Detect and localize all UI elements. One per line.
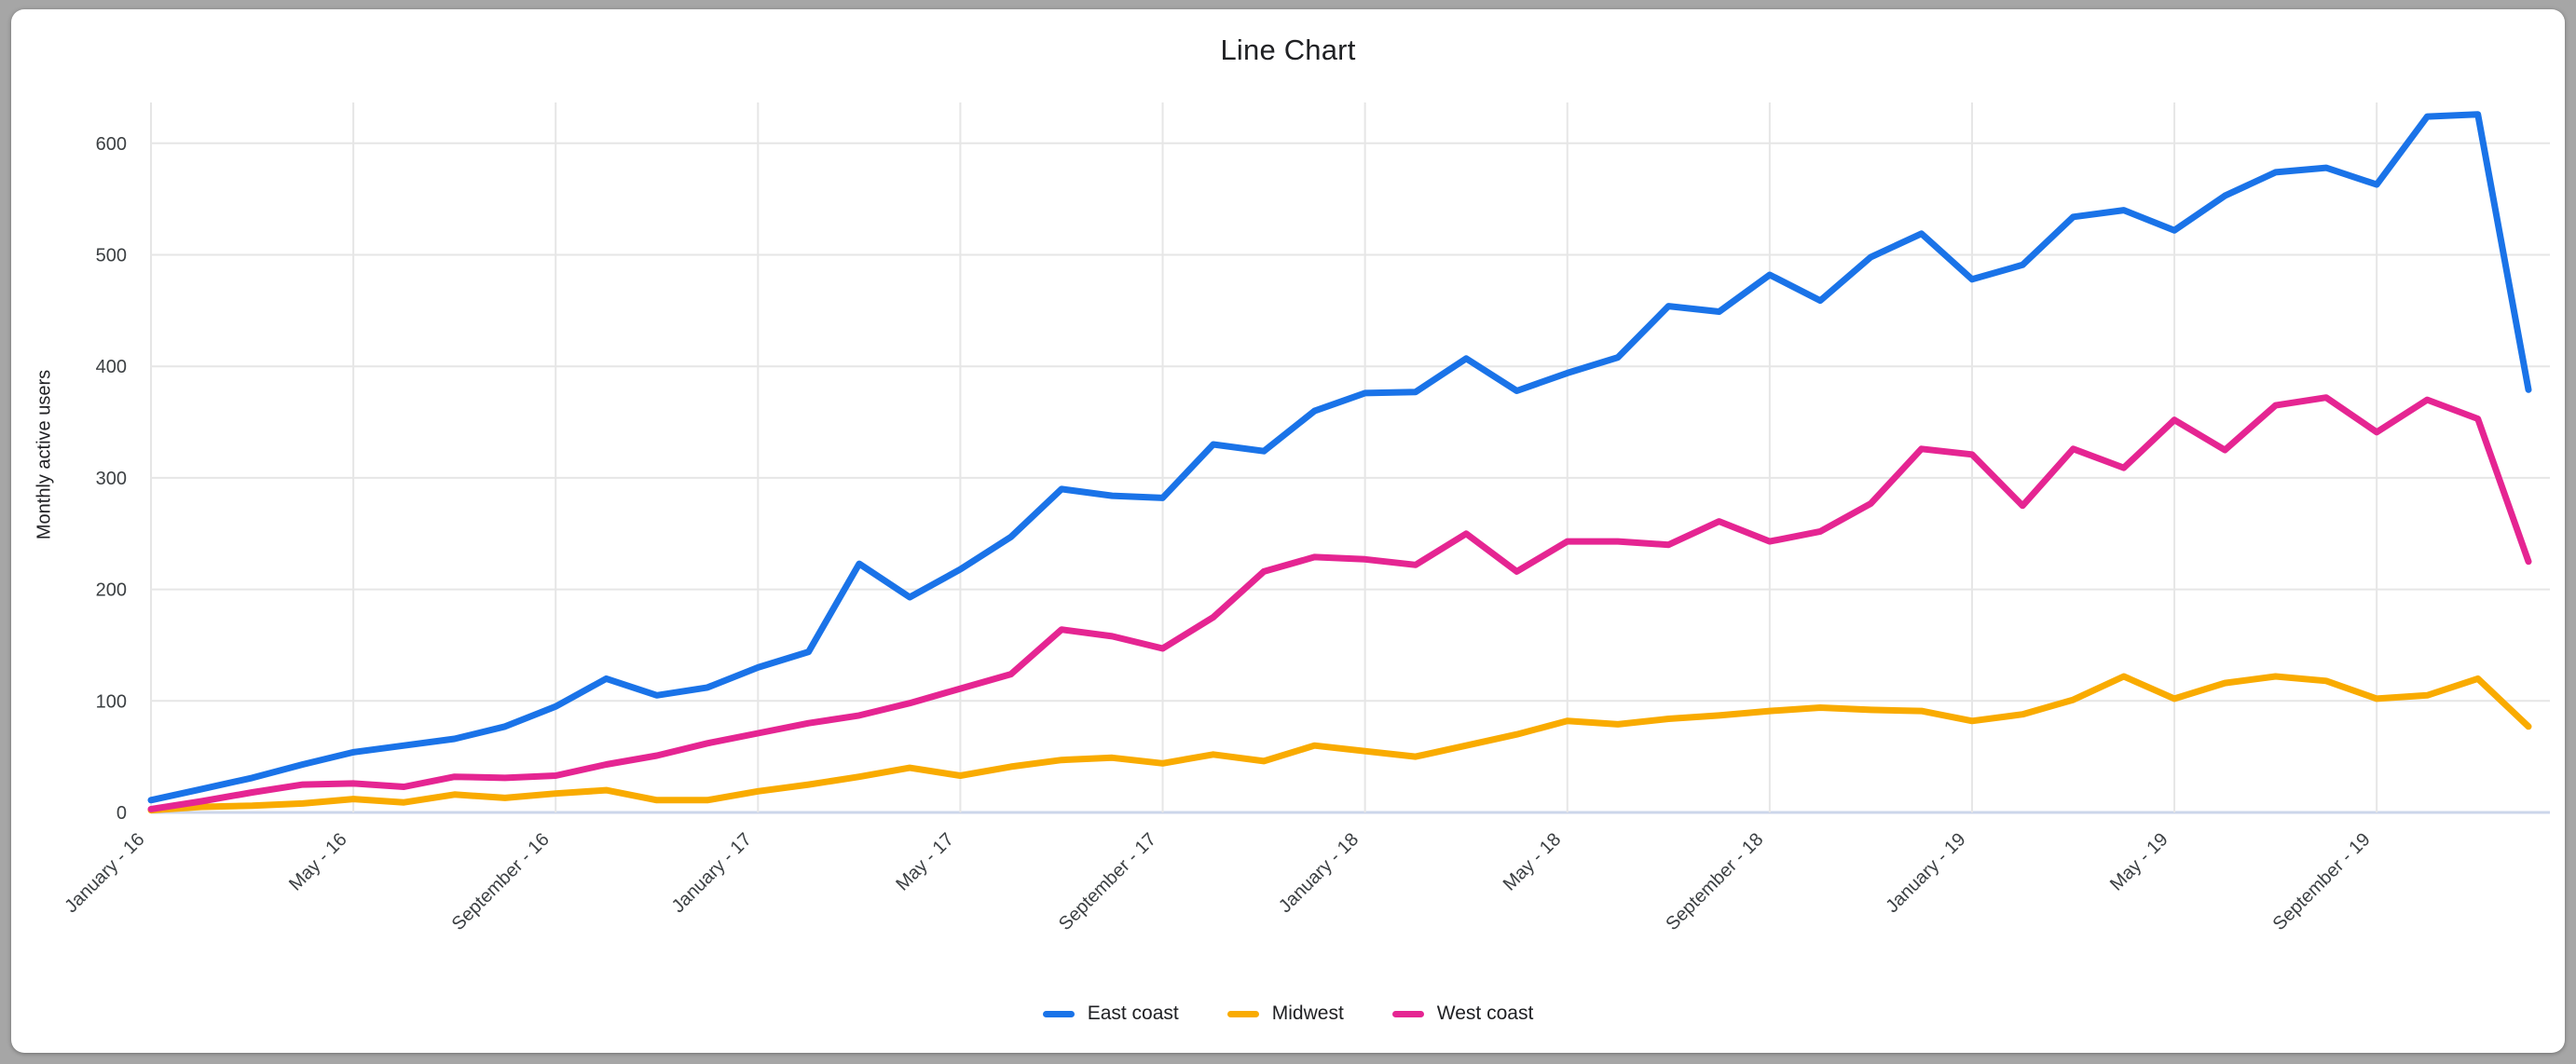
x-tick-label: May - 18 — [1500, 829, 1566, 895]
legend-item-east-coast[interactable]: East coast — [1042, 1003, 1179, 1025]
legend-label: West coast — [1436, 1003, 1534, 1024]
x-tick-label: January - 18 — [1275, 829, 1363, 917]
x-tick-label: September - 17 — [1055, 829, 1160, 934]
y-tick-label: 0 — [116, 803, 127, 824]
y-tick-label: 200 — [96, 580, 127, 601]
y-tick-label: 100 — [96, 691, 127, 712]
legend-label: East coast — [1087, 1003, 1179, 1024]
y-tick-label: 600 — [96, 134, 127, 155]
y-tick-label: 500 — [96, 246, 127, 266]
legend-item-west-coast[interactable]: West coast — [1391, 1003, 1534, 1025]
x-tick-label: May - 19 — [2106, 829, 2172, 895]
y-tick-label: 400 — [96, 357, 127, 377]
x-tick-label: January - 19 — [1882, 829, 1969, 917]
chart-legend: East coast Midwest West coast — [11, 1003, 2565, 1025]
series-line-east-coast — [147, 111, 2532, 804]
legend-swatch-midwest — [1226, 1010, 1259, 1017]
y-axis-title: Monthly active users — [34, 369, 55, 540]
x-tick-label: September - 16 — [448, 829, 554, 934]
y-tick-label: 300 — [96, 469, 127, 489]
legend-swatch-east-coast — [1042, 1010, 1075, 1017]
x-tick-label: January - 16 — [61, 829, 148, 917]
series-line-west-coast — [147, 394, 2532, 812]
legend-swatch-west-coast — [1391, 1010, 1424, 1017]
x-tick-label: January - 17 — [668, 829, 756, 917]
chart-title: Line Chart — [1220, 34, 1356, 66]
series-line-midwest — [147, 673, 2532, 814]
legend-item-midwest[interactable]: Midwest — [1226, 1003, 1344, 1025]
line-chart-canvas: 0 100 200 300 400 500 600 January - 16 May - 16 S… — [61, 102, 2550, 934]
x-tick-label: September - 18 — [1662, 829, 1767, 934]
chart-card: Line Chart 0 100 200 300 400 500 600 January - … — [11, 9, 2565, 1053]
x-tick-label: May - 17 — [892, 829, 958, 895]
x-tick-label: May - 16 — [285, 829, 351, 895]
x-tick-label: September - 19 — [2269, 829, 2375, 934]
legend-label: Midwest — [1271, 1003, 1344, 1024]
